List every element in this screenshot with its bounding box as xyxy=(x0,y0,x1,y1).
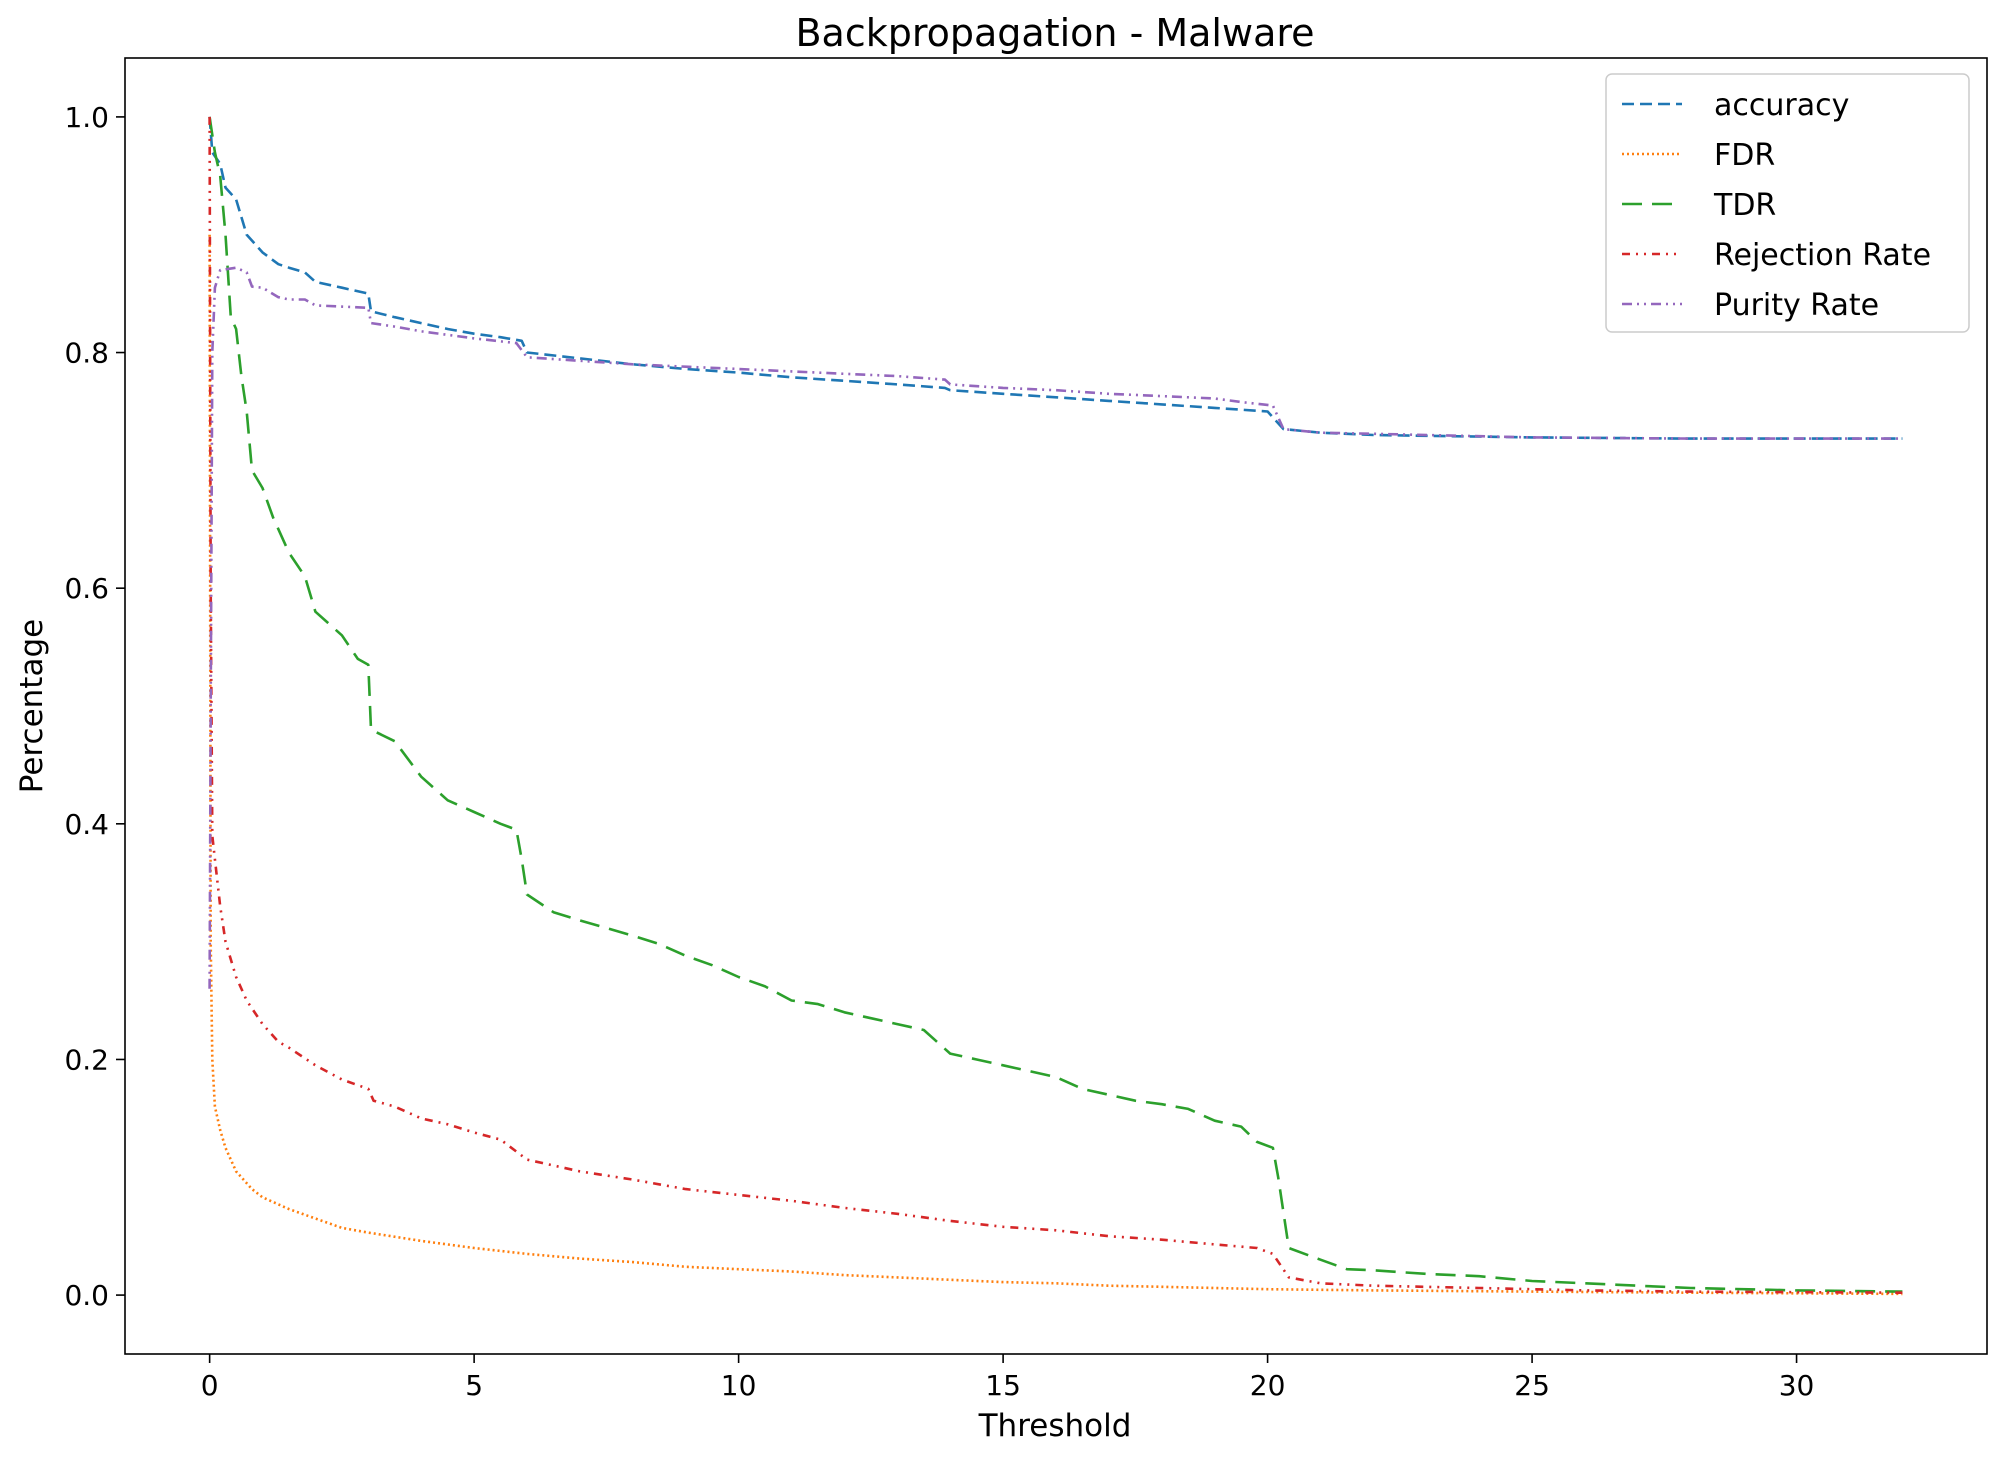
legend-label-rejection-rate: Rejection Rate xyxy=(1714,238,1931,273)
legend-label-fdr: FDR xyxy=(1714,138,1775,173)
y-tick-label: 0.6 xyxy=(64,572,109,605)
x-tick-label: 0 xyxy=(201,1369,219,1402)
y-tick-label: 0.8 xyxy=(64,337,109,370)
y-tick-label: 0.4 xyxy=(64,808,109,841)
y-tick-label: 0.2 xyxy=(64,1043,109,1076)
x-axis-label: Threshold xyxy=(978,1408,1132,1444)
x-tick-label: 10 xyxy=(721,1369,757,1402)
series-layer xyxy=(208,116,1903,1296)
y-axis-label: Percentage xyxy=(14,619,50,793)
legend-label-tdr: TDR xyxy=(1713,188,1776,223)
chart-title: Backpropagation - Malware xyxy=(795,11,1314,55)
y-tick-label: 0.0 xyxy=(64,1279,109,1312)
y-axis: 0.0 0.2 0.4 0.6 0.8 1.0 xyxy=(64,101,125,1312)
x-tick-label: 25 xyxy=(1514,1369,1550,1402)
x-axis: 0 5 10 15 20 25 30 xyxy=(201,1354,1815,1402)
y-tick-label: 1.0 xyxy=(64,101,109,134)
plot-area-frame xyxy=(124,57,1988,1355)
x-tick-label: 20 xyxy=(1250,1369,1286,1402)
series-line-accuracy xyxy=(208,116,1903,440)
series-line-rejection-rate xyxy=(208,116,1903,1294)
x-tick-label: 15 xyxy=(985,1369,1021,1402)
series-line-tdr xyxy=(208,116,1903,1293)
x-tick-label: 30 xyxy=(1779,1369,1815,1402)
legend-box xyxy=(1605,73,1970,333)
series-line-fdr xyxy=(208,234,1903,1296)
legend: accuracy FDR TDR Rejection Rate Purity Rate xyxy=(1605,73,1970,333)
legend-label-accuracy: accuracy xyxy=(1714,88,1849,123)
x-tick-label: 5 xyxy=(465,1369,483,1402)
series-line-purity-rate xyxy=(208,266,1903,989)
legend-label-purity-rate: Purity Rate xyxy=(1714,288,1879,323)
